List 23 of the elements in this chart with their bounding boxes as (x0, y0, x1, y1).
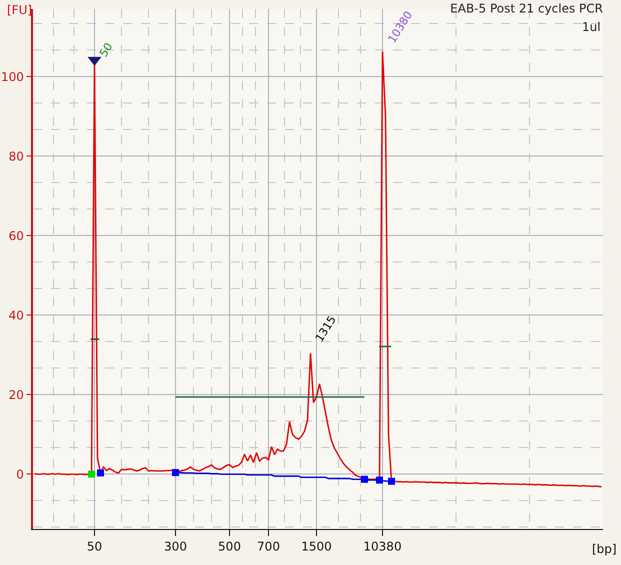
x-tick-label: 10380 (363, 540, 402, 554)
x-tick-label: 50 (86, 540, 102, 554)
point (172, 469, 179, 476)
x-tick-label: 1500 (301, 540, 332, 554)
point (97, 469, 104, 476)
y-tick-label: 20 (8, 388, 24, 402)
y-tick-label: 0 (16, 467, 24, 482)
point (388, 478, 395, 485)
annotation: 50 (96, 40, 116, 60)
y-axis-title: [FU] (7, 3, 32, 17)
chart-title: EAB-5 Post 21 cycles PCR (450, 1, 603, 16)
y-tick-label: 60 (8, 228, 24, 243)
point (88, 470, 95, 478)
y-tick-label: 40 (8, 308, 24, 322)
point (361, 476, 368, 483)
y-tick-label: 100 (0, 70, 24, 84)
point (376, 476, 383, 484)
x-tick-label: 700 (257, 540, 280, 554)
x-axis-title: [bp] (592, 542, 617, 556)
text: 1ul (582, 20, 601, 34)
x-tick-label: 300 (164, 540, 187, 554)
y-tick-label: 80 (8, 149, 24, 164)
x-tick-label: 500 (218, 540, 241, 554)
